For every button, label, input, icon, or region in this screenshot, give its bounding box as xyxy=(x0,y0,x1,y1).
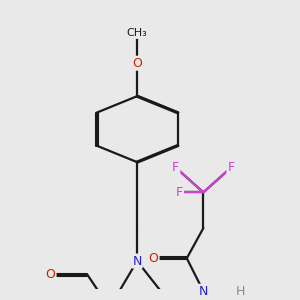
Text: O: O xyxy=(132,57,142,70)
Text: F: F xyxy=(176,186,183,199)
Text: F: F xyxy=(172,161,179,174)
Text: O: O xyxy=(46,268,56,281)
Text: H: H xyxy=(236,285,245,298)
Text: N: N xyxy=(199,285,208,298)
Text: N: N xyxy=(132,254,142,268)
Text: CH₃: CH₃ xyxy=(127,28,148,38)
Text: F: F xyxy=(227,161,235,174)
Text: O: O xyxy=(149,252,159,265)
